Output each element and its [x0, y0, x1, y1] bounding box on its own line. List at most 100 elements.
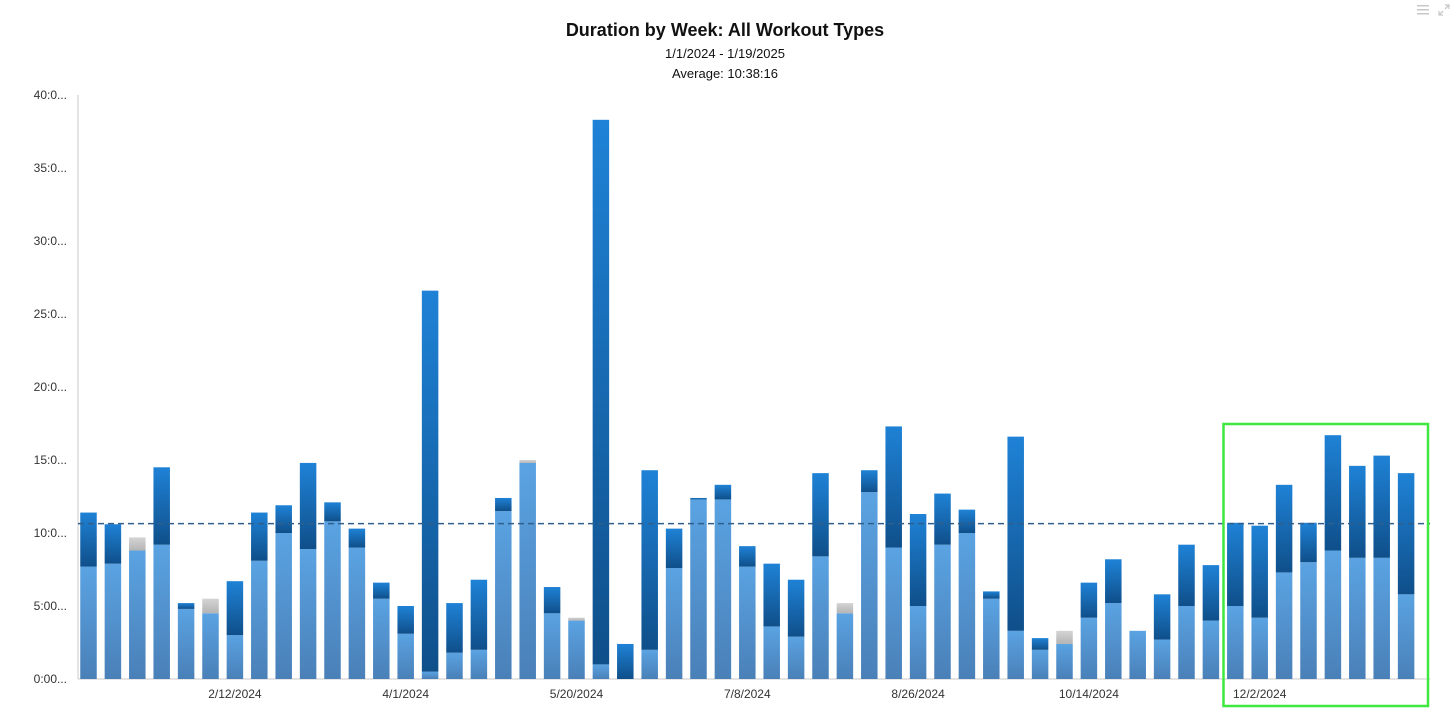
bar-segment-light[interactable]: [1349, 558, 1366, 679]
bar-segment-gray[interactable]: [202, 599, 219, 614]
bar-segment-dark[interactable]: [446, 603, 463, 653]
bar-segment-dark[interactable]: [178, 603, 195, 609]
bar-segment-light[interactable]: [1129, 631, 1146, 679]
bar-segment-light[interactable]: [739, 567, 756, 679]
bar-segment-dark[interactable]: [1154, 594, 1171, 639]
bar-segment-dark[interactable]: [763, 564, 780, 627]
bar-segment-light[interactable]: [1105, 603, 1122, 679]
bar-segment-dark[interactable]: [105, 524, 122, 563]
bar-segment-dark[interactable]: [983, 591, 1000, 598]
bar-segment-dark[interactable]: [397, 606, 414, 634]
bar-segment-dark[interactable]: [153, 467, 170, 544]
bar-segment-light[interactable]: [1251, 618, 1268, 679]
bar-segment-light[interactable]: [1154, 640, 1171, 679]
bar-segment-light[interactable]: [812, 556, 829, 679]
bar-segment-light[interactable]: [300, 549, 317, 679]
bar-segment-dark[interactable]: [300, 463, 317, 549]
bar-segment-dark[interactable]: [422, 291, 439, 672]
bar-segment-gray[interactable]: [129, 537, 146, 550]
bar-segment-dark[interactable]: [1203, 565, 1220, 620]
bar-segment-dark[interactable]: [690, 498, 707, 499]
bar-segment-dark[interactable]: [251, 513, 267, 561]
bar-segment-dark[interactable]: [495, 498, 512, 511]
bar-segment-light[interactable]: [1325, 551, 1342, 679]
bar-segment-dark[interactable]: [1032, 638, 1049, 650]
bar-segment-light[interactable]: [129, 551, 146, 679]
bar-segment-light[interactable]: [422, 672, 439, 679]
bar-segment-light[interactable]: [1032, 650, 1049, 679]
bar-segment-dark[interactable]: [1398, 473, 1415, 594]
bar-segment-dark[interactable]: [641, 470, 658, 650]
bar-segment-light[interactable]: [495, 511, 512, 679]
bar-segment-light[interactable]: [666, 568, 683, 679]
bar-segment-dark[interactable]: [812, 473, 829, 556]
bar-segment-light[interactable]: [690, 499, 707, 679]
bar-segment-light[interactable]: [544, 613, 561, 679]
bar-segment-dark[interactable]: [861, 470, 878, 492]
bar-segment-dark[interactable]: [275, 505, 292, 533]
bar-segment-light[interactable]: [1373, 558, 1390, 679]
bar-segment-light[interactable]: [1178, 606, 1195, 679]
bar-segment-light[interactable]: [1056, 644, 1073, 679]
bar-segment-dark[interactable]: [788, 580, 805, 637]
bar-segment-dark[interactable]: [1251, 526, 1268, 618]
bar-segment-dark[interactable]: [617, 644, 634, 679]
bar-segment-dark[interactable]: [373, 583, 390, 599]
bar-segment-light[interactable]: [227, 635, 244, 679]
bar-segment-light[interactable]: [1007, 631, 1024, 679]
bar-segment-light[interactable]: [105, 564, 122, 679]
bar-segment-light[interactable]: [885, 548, 902, 679]
bar-segment-light[interactable]: [1300, 562, 1317, 679]
bar-segment-light[interactable]: [1276, 572, 1293, 679]
bar-segment-dark[interactable]: [324, 502, 341, 521]
bar-segment-light[interactable]: [1227, 606, 1244, 679]
bar-segment-dark[interactable]: [934, 494, 951, 545]
bar-segment-dark[interactable]: [1276, 485, 1293, 573]
bar-segment-light[interactable]: [275, 533, 292, 679]
bar-segment-gray[interactable]: [568, 618, 585, 621]
bar-segment-light[interactable]: [837, 613, 854, 679]
bar-segment-dark[interactable]: [349, 529, 366, 548]
bar-segment-light[interactable]: [373, 599, 390, 679]
bar-segment-dark[interactable]: [1349, 466, 1366, 558]
bar-segment-light[interactable]: [178, 609, 195, 679]
bar-segment-gray[interactable]: [519, 460, 536, 463]
bar-segment-light[interactable]: [934, 545, 951, 679]
bar-segment-dark[interactable]: [715, 485, 732, 500]
bar-segment-light[interactable]: [397, 634, 414, 679]
bar-segment-light[interactable]: [861, 492, 878, 679]
bar-segment-dark[interactable]: [1178, 545, 1195, 606]
bar-segment-light[interactable]: [153, 545, 170, 679]
bar-segment-light[interactable]: [641, 650, 658, 679]
bar-segment-light[interactable]: [1398, 594, 1415, 679]
bar-segment-light[interactable]: [715, 499, 732, 679]
bar-segment-dark[interactable]: [1227, 523, 1244, 606]
bar-segment-dark[interactable]: [910, 514, 927, 606]
bar-segment-gray[interactable]: [837, 603, 854, 613]
bar-segment-light[interactable]: [471, 650, 488, 679]
bar-segment-light[interactable]: [349, 548, 366, 679]
bar-segment-dark[interactable]: [666, 529, 683, 568]
bar-segment-light[interactable]: [763, 626, 780, 679]
bar-segment-light[interactable]: [80, 567, 97, 679]
bar-segment-light[interactable]: [446, 653, 463, 679]
bar-segment-dark[interactable]: [959, 510, 976, 533]
bar-segment-light[interactable]: [1081, 618, 1098, 679]
bar-segment-light[interactable]: [202, 613, 219, 679]
bar-segment-light[interactable]: [324, 521, 341, 679]
bar-segment-light[interactable]: [251, 561, 267, 679]
bar-segment-gray[interactable]: [1056, 631, 1073, 644]
bar-segment-dark[interactable]: [227, 581, 244, 635]
bar-segment-light[interactable]: [788, 637, 805, 679]
bar-segment-dark[interactable]: [1325, 435, 1342, 550]
bar-segment-light[interactable]: [983, 599, 1000, 679]
bar-segment-dark[interactable]: [885, 426, 902, 547]
bar-segment-light[interactable]: [519, 463, 536, 679]
bar-segment-dark[interactable]: [471, 580, 488, 650]
bar-segment-dark[interactable]: [1007, 437, 1024, 631]
bar-segment-dark[interactable]: [1373, 456, 1390, 558]
bar-segment-dark[interactable]: [544, 587, 561, 613]
bar-segment-dark[interactable]: [80, 513, 97, 567]
bar-segment-light[interactable]: [1203, 621, 1220, 679]
bar-segment-dark[interactable]: [593, 120, 610, 665]
